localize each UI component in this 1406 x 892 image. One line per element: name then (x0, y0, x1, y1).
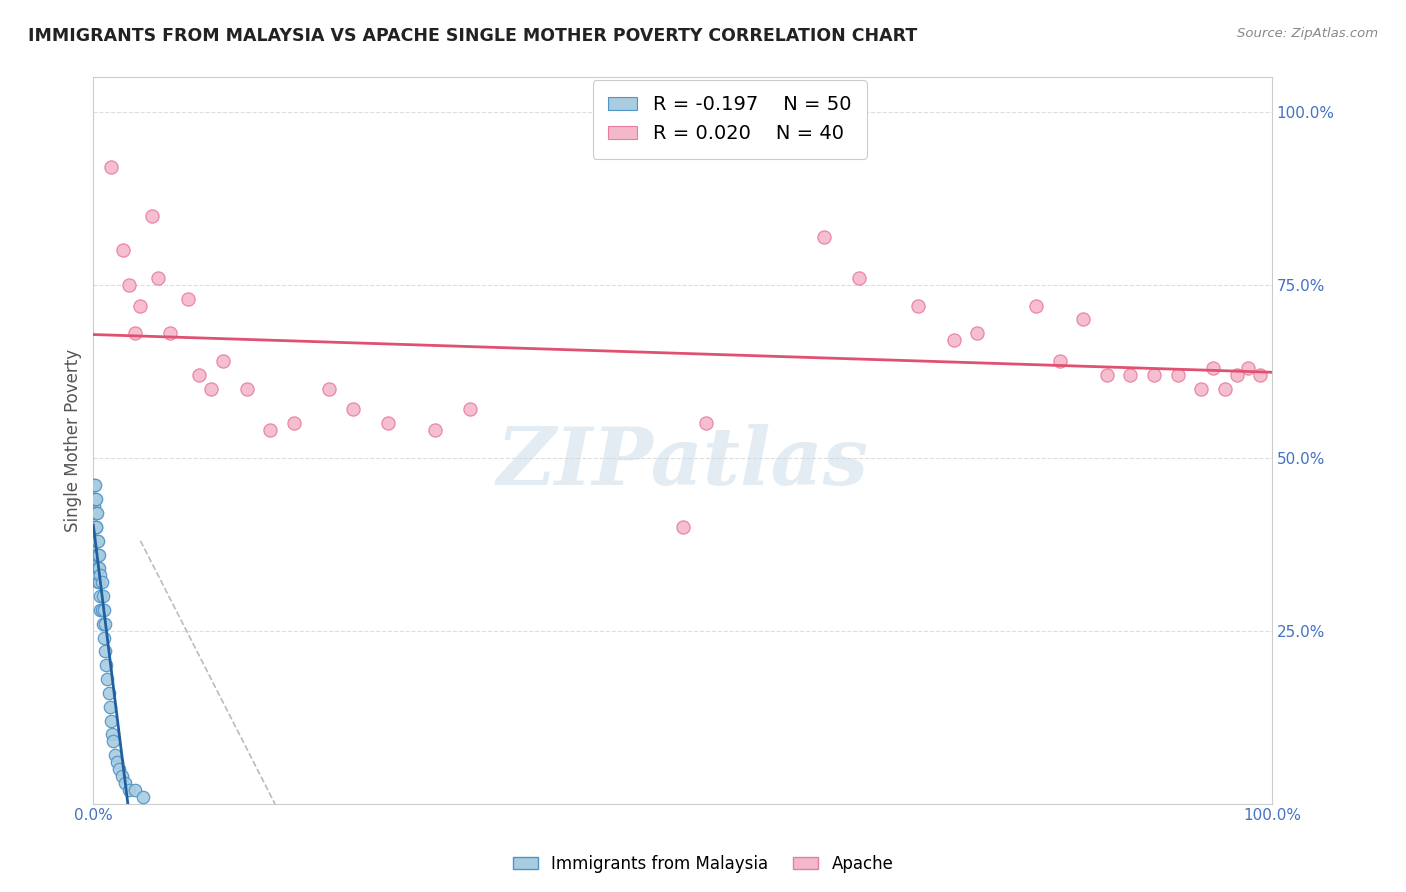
Point (1095, 368, 1118, 382)
Point (83, 478, 105, 492)
Point (1049, 354, 1071, 368)
Point (83, 492, 105, 507)
Point (84, 492, 107, 507)
Point (124, 326, 146, 341)
Point (942, 333, 965, 347)
Point (86, 533, 108, 548)
Point (101, 727, 124, 741)
Point (89, 561, 111, 575)
Point (129, 299, 152, 313)
Point (1189, 382, 1212, 396)
Point (86, 561, 108, 575)
Text: IMMIGRANTS FROM MALAYSIA VS APACHE SINGLE MOTHER POVERTY CORRELATION CHART: IMMIGRANTS FROM MALAYSIA VS APACHE SINGL… (28, 27, 917, 45)
Point (1025, 299, 1047, 313)
Point (103, 748, 125, 763)
Point (83, 478, 105, 492)
Point (103, 734, 125, 748)
Point (84, 533, 107, 548)
Point (89, 575, 111, 590)
Point (1202, 360, 1225, 375)
Point (93, 603, 115, 617)
Point (146, 271, 169, 285)
Point (1119, 368, 1142, 382)
Legend: Immigrants from Malaysia, Apache: Immigrants from Malaysia, Apache (506, 848, 900, 880)
Point (83, 500, 105, 514)
Point (91, 616, 114, 631)
Point (96, 658, 118, 673)
Point (813, 229, 835, 244)
Point (1249, 368, 1271, 382)
Point (89, 603, 111, 617)
Point (87, 533, 110, 548)
Point (83, 506, 105, 520)
Point (86, 548, 108, 562)
Point (89, 548, 111, 562)
Point (89, 568, 111, 582)
Point (1225, 368, 1247, 382)
Point (89, 589, 111, 603)
Point (283, 416, 305, 430)
Point (93, 631, 115, 645)
Point (259, 423, 281, 437)
Point (84, 492, 107, 507)
Point (460, 402, 482, 417)
Point (105, 755, 128, 769)
Point (94, 616, 117, 631)
Point (84, 520, 107, 534)
Point (114, 776, 136, 790)
Point (318, 382, 340, 396)
Point (84, 520, 107, 534)
Point (98, 699, 121, 714)
Text: Source: ZipAtlas.com: Source: ZipAtlas.com (1237, 27, 1378, 40)
Point (100, 714, 122, 728)
Point (1237, 360, 1260, 375)
Point (695, 416, 717, 430)
Point (1167, 368, 1189, 382)
Point (176, 292, 198, 306)
Point (90, 603, 112, 617)
Point (94, 644, 117, 658)
Point (84, 520, 107, 534)
Point (907, 299, 929, 313)
Y-axis label: Single Mother Poverty: Single Mother Poverty (65, 349, 82, 533)
Point (96, 672, 118, 686)
Point (377, 416, 399, 430)
Point (235, 382, 257, 396)
Point (84, 548, 107, 562)
Point (118, 782, 141, 797)
Point (97, 686, 120, 700)
Point (188, 368, 211, 382)
Point (110, 769, 132, 783)
Point (124, 782, 146, 797)
Point (87, 575, 110, 590)
Point (1143, 368, 1166, 382)
Point (86, 506, 108, 520)
Point (87, 561, 110, 575)
Point (212, 354, 235, 368)
Point (159, 326, 181, 341)
Point (671, 520, 693, 534)
Point (90, 575, 112, 590)
Point (848, 271, 870, 285)
Point (111, 244, 134, 258)
Legend: R = -0.197    N = 50, R = 0.020    N = 40: R = -0.197 N = 50, R = 0.020 N = 40 (592, 80, 868, 159)
Point (423, 423, 446, 437)
Point (200, 382, 222, 396)
Point (91, 589, 114, 603)
Point (966, 326, 988, 341)
Point (84, 506, 107, 520)
Point (100, 161, 122, 175)
Point (118, 277, 141, 292)
Point (132, 789, 155, 804)
Text: ZIPatlas: ZIPatlas (496, 424, 869, 501)
Point (1213, 382, 1236, 396)
Point (108, 762, 131, 776)
Point (87, 548, 110, 562)
Point (1073, 312, 1095, 326)
Point (141, 209, 163, 223)
Point (342, 402, 364, 417)
